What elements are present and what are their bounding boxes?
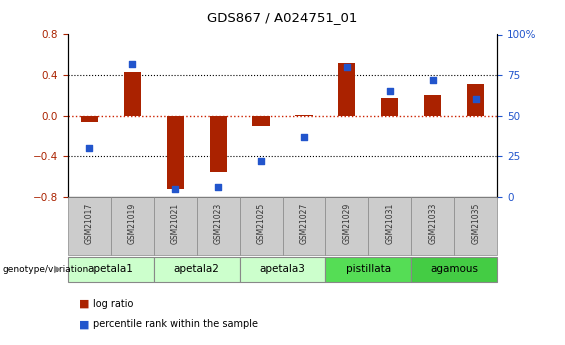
Text: ■: ■	[79, 299, 90, 308]
Point	[471, 97, 480, 102]
Text: GSM21021: GSM21021	[171, 203, 180, 244]
Text: GSM21035: GSM21035	[471, 203, 480, 244]
Text: GDS867 / A024751_01: GDS867 / A024751_01	[207, 11, 358, 24]
Bar	[124, 72, 141, 116]
Text: ■: ■	[79, 319, 90, 329]
Point	[128, 61, 137, 67]
Bar	[210, 116, 227, 172]
FancyBboxPatch shape	[240, 257, 325, 282]
Text: GSM21029: GSM21029	[342, 203, 351, 244]
Text: ▶: ▶	[54, 264, 61, 274]
FancyBboxPatch shape	[68, 197, 111, 255]
Text: log ratio: log ratio	[93, 299, 133, 308]
Bar	[253, 116, 270, 126]
Text: genotype/variation: genotype/variation	[3, 265, 89, 274]
FancyBboxPatch shape	[411, 197, 454, 255]
Point	[299, 134, 308, 139]
Point	[214, 184, 223, 190]
Bar	[338, 63, 355, 116]
Bar	[424, 95, 441, 116]
Bar	[81, 116, 98, 122]
Point	[257, 158, 266, 164]
FancyBboxPatch shape	[154, 257, 240, 282]
FancyBboxPatch shape	[197, 197, 240, 255]
Bar	[467, 84, 484, 116]
Point	[385, 88, 394, 94]
Text: apetala2: apetala2	[173, 264, 220, 274]
FancyBboxPatch shape	[368, 197, 411, 255]
Text: GSM21033: GSM21033	[428, 203, 437, 244]
FancyBboxPatch shape	[411, 257, 497, 282]
FancyBboxPatch shape	[154, 197, 197, 255]
Text: apetala1: apetala1	[88, 264, 134, 274]
Text: GSM21019: GSM21019	[128, 203, 137, 244]
Text: GSM21025: GSM21025	[257, 203, 266, 244]
FancyBboxPatch shape	[240, 197, 282, 255]
Point	[171, 186, 180, 191]
Text: percentile rank within the sample: percentile rank within the sample	[93, 319, 258, 329]
FancyBboxPatch shape	[68, 257, 154, 282]
FancyBboxPatch shape	[325, 197, 368, 255]
FancyBboxPatch shape	[111, 197, 154, 255]
Text: GSM21017: GSM21017	[85, 203, 94, 244]
FancyBboxPatch shape	[454, 197, 497, 255]
Text: GSM21023: GSM21023	[214, 203, 223, 244]
Point	[428, 77, 437, 83]
Bar	[167, 116, 184, 188]
Point	[85, 145, 94, 151]
Text: apetala3: apetala3	[259, 264, 306, 274]
Point	[342, 64, 351, 70]
Bar	[381, 98, 398, 116]
Text: GSM21027: GSM21027	[299, 203, 308, 244]
FancyBboxPatch shape	[282, 197, 325, 255]
Text: agamous: agamous	[431, 264, 478, 274]
Text: pistillata: pistillata	[346, 264, 391, 274]
Bar	[295, 115, 312, 116]
FancyBboxPatch shape	[325, 257, 411, 282]
Text: GSM21031: GSM21031	[385, 203, 394, 244]
